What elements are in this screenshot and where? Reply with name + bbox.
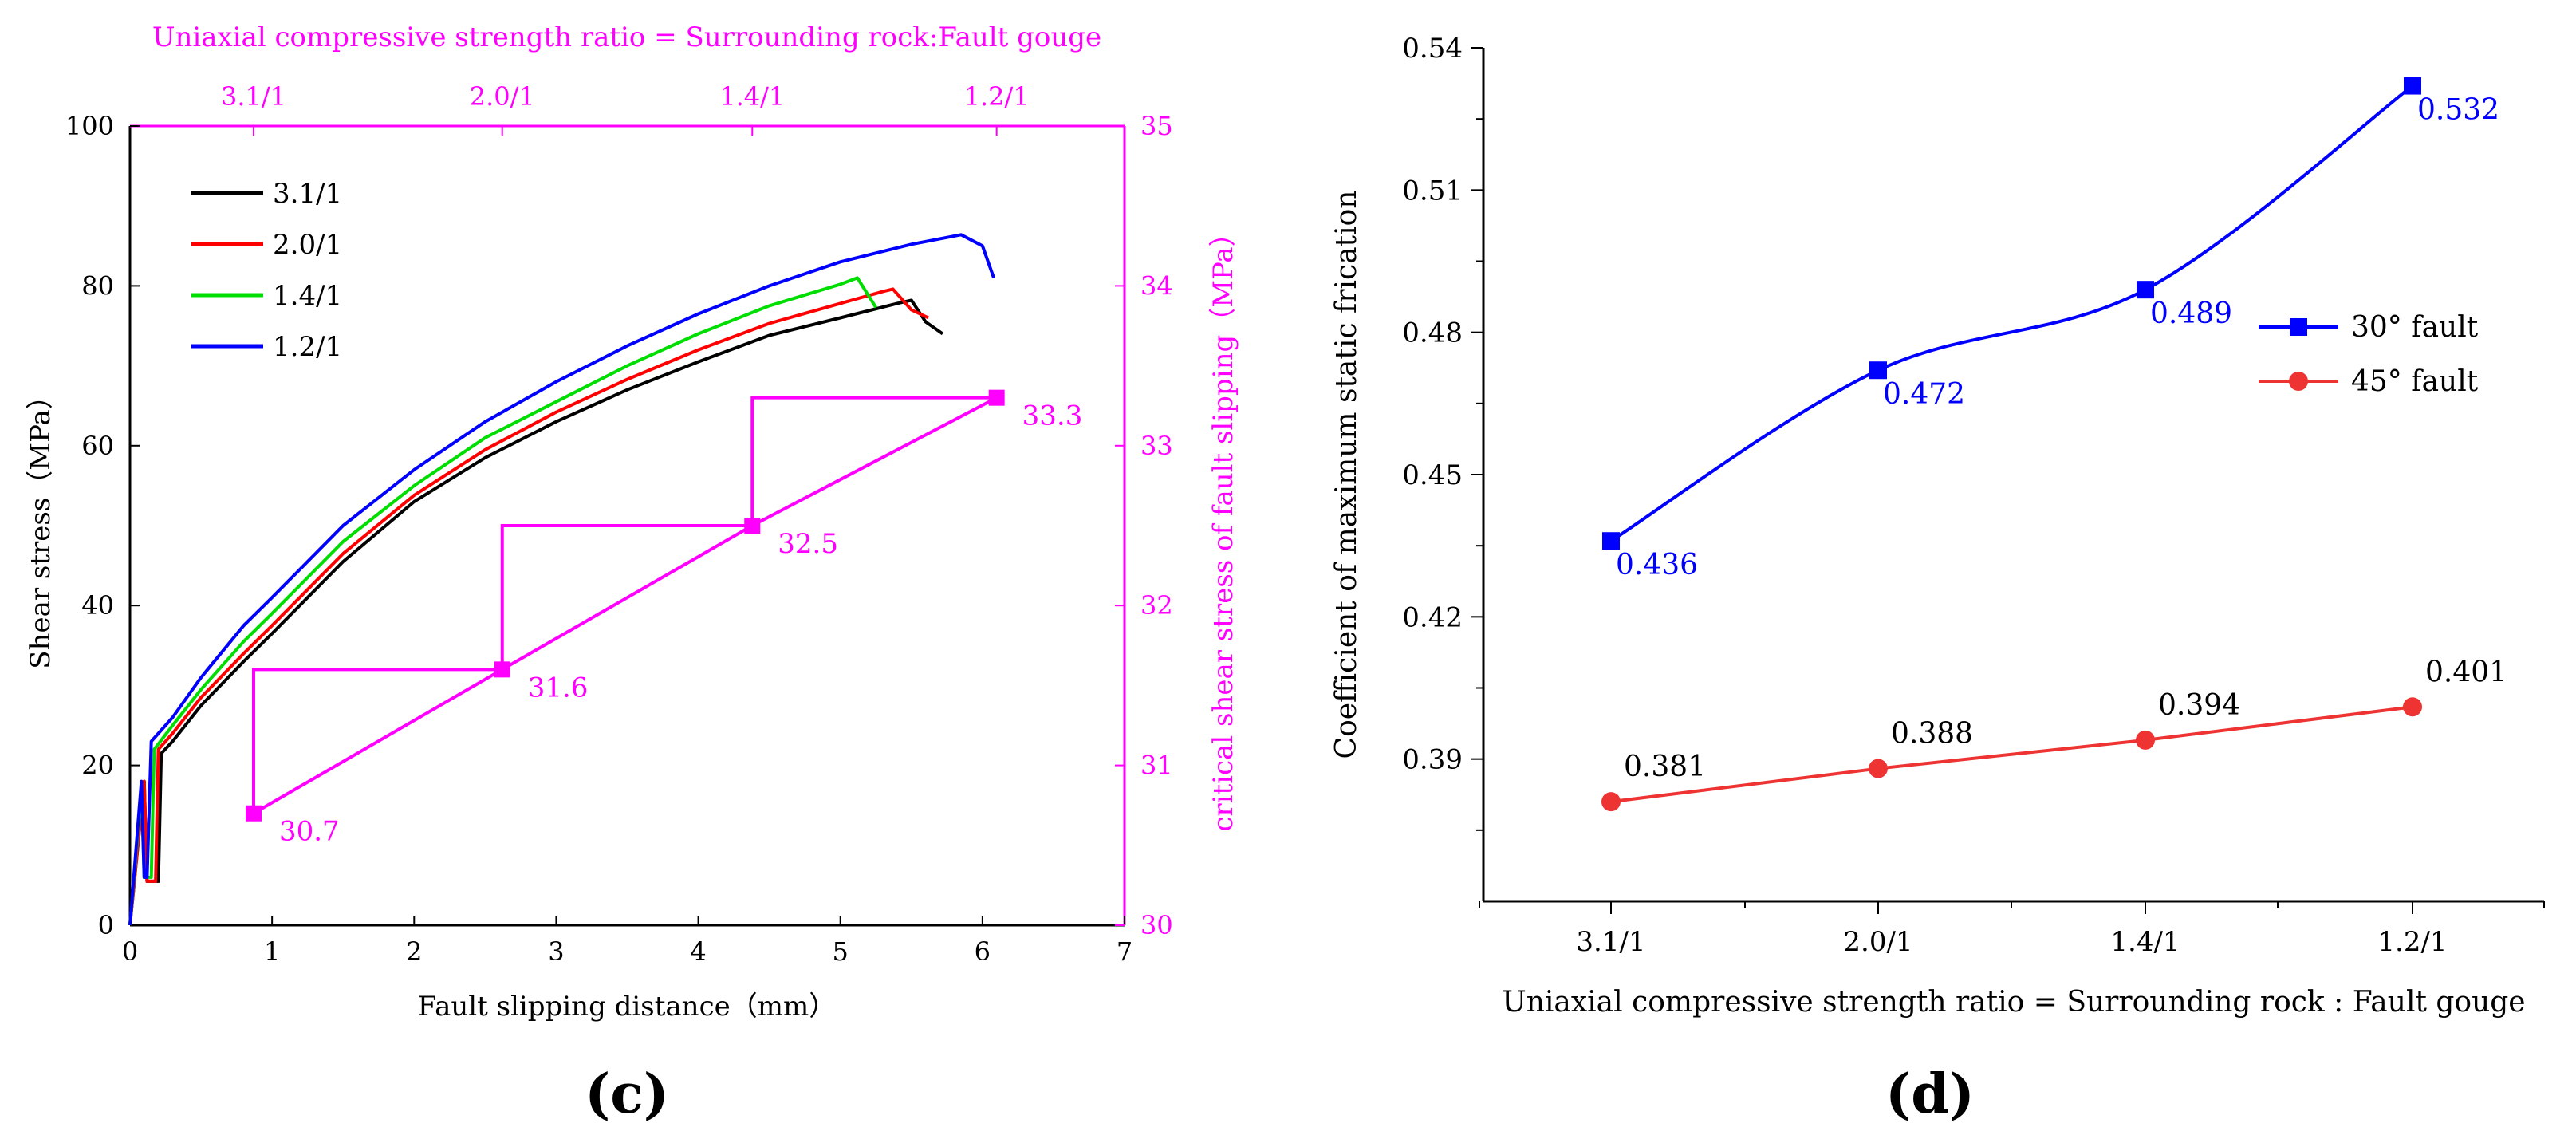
c-y-tick-label: 80 bbox=[81, 270, 114, 301]
c-y2-tick-label: 35 bbox=[1140, 111, 1173, 141]
c-x-tick-label: 3 bbox=[548, 936, 564, 967]
c-x-tick-label: 4 bbox=[690, 936, 706, 967]
d-data-label: 0.381 bbox=[1624, 751, 1706, 783]
c-legend: 3.1/1 2.0/1 1.4/1 1.2/1 bbox=[191, 178, 342, 363]
d-x-axis-title: Uniaxial compressive strength ratio = Su… bbox=[1502, 986, 2525, 1019]
c-critical-label: 30.7 bbox=[279, 816, 340, 848]
c-y2-tick-label: 31 bbox=[1140, 751, 1173, 781]
c-critical-label: 31.6 bbox=[528, 672, 589, 703]
c-legend-label: 3.1/1 bbox=[273, 178, 342, 210]
d-legend-label: 45° fault bbox=[2351, 365, 2479, 398]
c-x-tick-label: 0 bbox=[122, 936, 138, 967]
c-critical-point bbox=[494, 661, 510, 678]
d-data-label: 0.436 bbox=[1616, 549, 1698, 581]
d-y-tick-label: 0.42 bbox=[1402, 601, 1463, 633]
c-series-line-3-1-1 bbox=[128, 298, 944, 926]
c-y2-tick-label: 32 bbox=[1140, 590, 1173, 621]
c-critical-step bbox=[500, 524, 753, 670]
d-series-line-1 bbox=[1610, 705, 2413, 804]
panel-d: 0.39 0.42 0.45 0.48 0.51 0.54 3.1/1 2.0/1 1.4/1 1… bbox=[1330, 33, 2545, 1126]
c-x-tick-label: 2 bbox=[406, 936, 422, 967]
c-series-line-1-2-1 bbox=[128, 233, 995, 926]
c-x-tick-label: 5 bbox=[833, 936, 849, 967]
c-critical-step bbox=[251, 668, 502, 814]
c-x-tick-label: 7 bbox=[1117, 936, 1132, 967]
d-data-label: 0.401 bbox=[2425, 656, 2507, 688]
d-x-tick-label: 2.0/1 bbox=[1843, 926, 1912, 958]
c-y-tick-label: 20 bbox=[81, 751, 114, 781]
d-marker-circle bbox=[1869, 759, 1888, 778]
c-y-tick-label: 100 bbox=[65, 111, 114, 141]
c-critical-label: 33.3 bbox=[1022, 400, 1083, 432]
d-marker-square bbox=[2137, 281, 2154, 299]
d-y-tick-label: 0.48 bbox=[1402, 317, 1463, 349]
c-y-tick-label: 40 bbox=[81, 590, 114, 621]
c-y-tick-label: 60 bbox=[81, 431, 114, 461]
c-top-tick-label: 1.4/1 bbox=[719, 81, 785, 112]
d-legend: 30° fault 45° fault bbox=[2253, 301, 2508, 420]
d-marker-circle bbox=[2403, 697, 2422, 717]
c-y2-tick-label: 30 bbox=[1140, 910, 1173, 940]
c-top-tick-label: 1.2/1 bbox=[964, 81, 1030, 112]
c-top-axis-title: Uniaxial compressive strength ratio = Su… bbox=[152, 22, 1101, 53]
d-y-tick-label: 0.39 bbox=[1402, 744, 1463, 776]
c-top-tick-label: 2.0/1 bbox=[470, 81, 535, 112]
c-critical-step bbox=[750, 396, 997, 526]
c-y2-tick-label: 34 bbox=[1140, 270, 1173, 301]
d-y-axis-title: Coefficient of maximum static frication bbox=[1330, 191, 1363, 759]
c-critical-point bbox=[988, 389, 1005, 406]
c-caption: (c) bbox=[585, 1062, 669, 1126]
d-legend-marker bbox=[2289, 372, 2308, 391]
c-y-tick-label: 0 bbox=[98, 910, 114, 940]
d-marker-circle bbox=[2136, 730, 2155, 750]
d-y-tick-label: 0.51 bbox=[1402, 175, 1463, 207]
c-legend-label: 1.4/1 bbox=[273, 280, 342, 312]
c-series-line-1-4-1 bbox=[128, 276, 877, 926]
d-marker-square bbox=[1602, 532, 1620, 550]
c-x-axis-title: Fault slipping distance（mm） bbox=[418, 991, 836, 1023]
d-caption: (d) bbox=[1885, 1062, 1975, 1126]
d-marker-square bbox=[1869, 361, 1887, 380]
d-legend-marker bbox=[2290, 318, 2307, 336]
c-y-axis-title: Shear stress（MPa） bbox=[25, 382, 57, 668]
d-data-label: 0.489 bbox=[2150, 298, 2232, 330]
c-legend-label: 1.2/1 bbox=[273, 331, 342, 363]
d-legend-label: 30° fault bbox=[2351, 311, 2479, 344]
d-data-label: 0.388 bbox=[1891, 718, 1973, 751]
d-x-tick-label: 1.4/1 bbox=[2110, 926, 2180, 958]
c-x-tick-label: 6 bbox=[975, 936, 991, 967]
d-marker-circle bbox=[1601, 792, 1621, 812]
d-marker-square bbox=[2404, 77, 2421, 95]
c-critical-point bbox=[245, 805, 262, 822]
d-data-label: 0.532 bbox=[2417, 94, 2499, 127]
d-data-label: 0.394 bbox=[2158, 689, 2240, 722]
c-y2-axis-title: critical shear stress of fault slipping（… bbox=[1207, 219, 1239, 831]
c-top-tick-label: 3.1/1 bbox=[221, 81, 286, 112]
c-critical-label: 32.5 bbox=[778, 528, 838, 560]
c-x-tick-label: 1 bbox=[264, 936, 280, 967]
d-y-tick-label: 0.54 bbox=[1402, 33, 1463, 65]
c-y2-tick-label: 33 bbox=[1140, 431, 1173, 461]
c-critical-point bbox=[744, 518, 761, 534]
d-data-label: 0.472 bbox=[1883, 378, 1965, 411]
d-x-tick-label: 3.1/1 bbox=[1576, 926, 1645, 958]
c-legend-label: 2.0/1 bbox=[273, 229, 342, 261]
c-critical-line bbox=[252, 396, 998, 815]
d-x-tick-label: 1.2/1 bbox=[2377, 926, 2447, 958]
d-series-line-0 bbox=[1609, 84, 2414, 542]
d-y-tick-label: 0.45 bbox=[1402, 459, 1463, 491]
c-series-line-2-0-1 bbox=[128, 287, 930, 926]
